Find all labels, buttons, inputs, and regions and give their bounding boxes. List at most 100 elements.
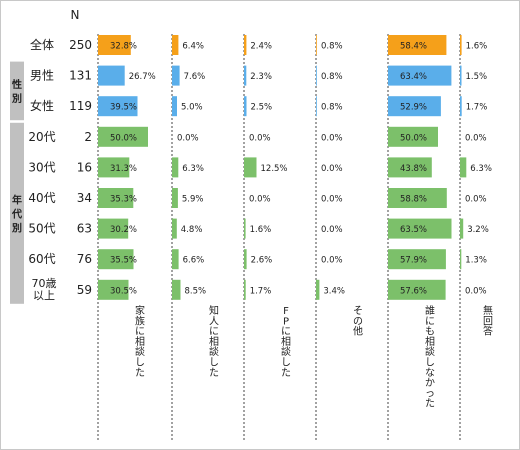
value-label: 5.9% (182, 195, 204, 205)
group-label: 年代別 (11, 193, 22, 234)
row-n: 131 (69, 69, 92, 83)
row-label: 20代 (28, 130, 55, 144)
bar (172, 157, 179, 178)
value-label: 26.7% (129, 72, 156, 82)
bar (98, 126, 148, 147)
bar (316, 65, 317, 86)
value-label: 1.6% (250, 225, 272, 235)
value-label: 0.0% (249, 195, 271, 205)
bar (316, 96, 317, 117)
value-label: 0.0% (321, 133, 343, 143)
row-n: 34 (77, 191, 92, 205)
value-label: 1.7% (250, 286, 272, 296)
bar (244, 279, 246, 300)
value-label: 0.0% (249, 133, 271, 143)
bar (316, 279, 320, 300)
row-label: 60代 (28, 252, 55, 266)
value-label: 43.8% (400, 164, 427, 174)
bar (460, 249, 462, 270)
value-label: 0.0% (177, 133, 199, 143)
group-box (10, 122, 24, 304)
column-label: 無回答 (483, 304, 493, 338)
bar (388, 157, 432, 178)
column-label: その他 (353, 305, 363, 338)
value-label: 58.8% (400, 195, 427, 205)
value-label: 50.0% (110, 133, 137, 143)
group-label: 性別 (11, 78, 22, 105)
column-label: F P に相談した (281, 306, 291, 379)
bar (98, 279, 129, 300)
row-n: 2 (84, 130, 92, 144)
value-label: 3.2% (467, 225, 489, 235)
row-label: 40代 (28, 191, 55, 205)
group-box (10, 61, 24, 121)
bar (244, 65, 247, 86)
value-label: 57.9% (400, 256, 427, 266)
value-label: 30.2% (110, 225, 137, 235)
column-labels: 家族に相談した 知人に相談した F P に相談した その他 誰にも相談しなかった 無回答 (135, 304, 493, 410)
bar (388, 249, 446, 270)
value-label: 52.9% (400, 103, 427, 113)
value-label: 63.5% (400, 225, 427, 235)
bar (244, 218, 246, 239)
value-label: 39.5% (110, 103, 137, 113)
bar (172, 249, 179, 270)
row-n: 250 (69, 38, 92, 52)
value-label: 31.3% (110, 164, 137, 174)
bar (98, 157, 130, 178)
bar (316, 35, 317, 55)
value-label: 35.5% (110, 256, 137, 266)
value-label: 2.6% (251, 256, 273, 266)
value-label: 2.3% (250, 72, 272, 82)
bar (388, 188, 447, 208)
column-label: 知人に相談した (209, 304, 219, 379)
value-label: 3.4% (323, 286, 345, 296)
bar (244, 96, 247, 117)
value-label: 0.8% (321, 72, 343, 82)
bar (172, 188, 178, 208)
bar (388, 65, 452, 86)
value-label: 6.3% (182, 164, 204, 174)
value-label: 50.0% (400, 133, 427, 143)
value-label: 7.6% (184, 72, 206, 82)
bar (460, 157, 467, 178)
value-label: 1.5% (466, 72, 488, 82)
bar (388, 35, 447, 55)
bar (244, 157, 257, 178)
value-label: 6.3% (470, 164, 492, 174)
bar (244, 35, 247, 55)
value-label: 0.8% (321, 103, 343, 113)
bar (98, 218, 129, 239)
row-n: 119 (69, 99, 92, 113)
value-label: 6.6% (183, 256, 205, 266)
row-label: 全体 (30, 37, 54, 52)
row-labels: 全体 250 男性 131 女性 119 20代 2 30代 16 40代 34 50代 63 60代 76 7… (28, 37, 92, 302)
bar (388, 279, 446, 300)
value-label: 1.7% (466, 103, 488, 113)
value-label: 1.6% (466, 42, 488, 52)
row-label: 男性 (30, 69, 54, 83)
bar (98, 249, 134, 270)
row-n: 76 (77, 252, 92, 266)
bars: 32.8% 6.4% 2.4% 0.8% 58.4% 1.6% 26.7% 7.6% 2.3% 0… (98, 35, 492, 300)
row-label: 70歳以上 (32, 277, 57, 302)
bar (460, 96, 462, 117)
value-label: 1.3% (465, 256, 487, 266)
value-label: 35.3% (110, 195, 137, 205)
value-label: 30.5% (110, 286, 137, 296)
bar (460, 65, 462, 86)
value-label: 4.8% (181, 225, 203, 235)
value-label: 0.0% (321, 225, 343, 235)
row-n: 63 (77, 222, 92, 236)
value-label: 63.4% (400, 72, 427, 82)
value-label: 0.0% (465, 133, 487, 143)
bar (460, 35, 462, 55)
value-label: 0.0% (321, 164, 343, 174)
value-label: 12.5% (261, 164, 288, 174)
bar (460, 218, 464, 239)
column-label: 誰にも相談しなかった (425, 304, 435, 410)
bar (98, 35, 131, 55)
bar (98, 188, 134, 208)
